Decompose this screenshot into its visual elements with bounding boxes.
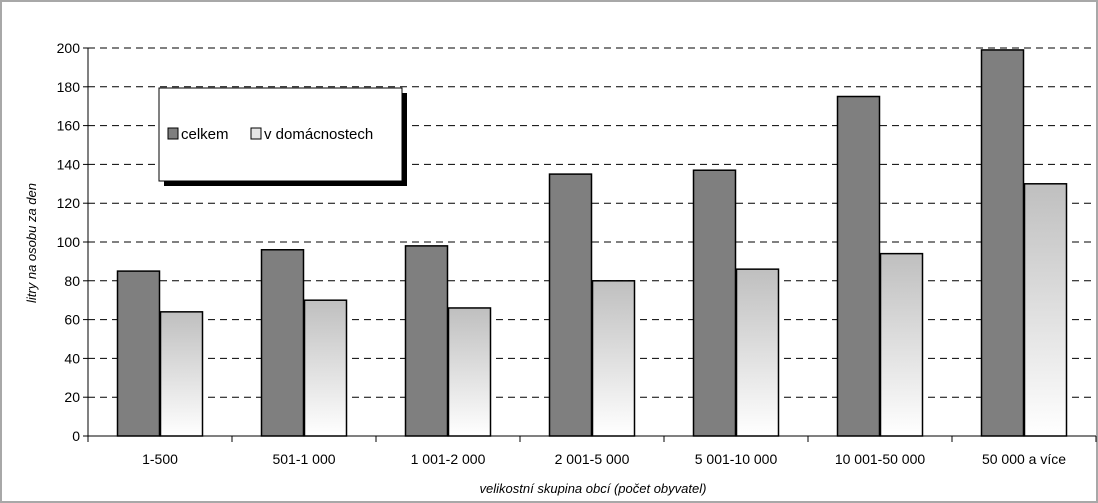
bar-v-domácnostech-5 <box>879 252 924 437</box>
y-tick-label: 160 <box>57 118 81 134</box>
bar-celkem-5 <box>836 95 881 437</box>
bar-celkem-1 <box>260 249 305 437</box>
x-axis-title: velikostní skupina obcí (počet obyvatel) <box>480 481 707 496</box>
bar-celkem-4 <box>692 169 737 437</box>
x-tick-label: 10 001-50 000 <box>835 451 926 467</box>
legend-label-v-domacnostech: v domácnostech <box>264 126 373 143</box>
bar-v-domácnostech-6 <box>1023 183 1068 437</box>
x-tick-label: 2 001-5 000 <box>555 451 630 467</box>
bar-v-domácnostech-3 <box>591 280 636 437</box>
bar-celkem-2 <box>404 245 449 437</box>
bar-celkem-6 <box>980 49 1025 437</box>
bar-v-domácnostech-0 <box>159 311 204 437</box>
x-tick-label: 1-500 <box>142 451 178 467</box>
bar-v-domácnostech-1 <box>303 299 348 437</box>
gridlines <box>88 47 1096 398</box>
y-tick-label: 0 <box>72 428 80 444</box>
y-tick-label: 120 <box>57 195 81 211</box>
x-tick-label: 50 000 a více <box>982 451 1066 467</box>
bar-celkem-3 <box>548 173 593 437</box>
x-tick-label: 1 001-2 000 <box>411 451 486 467</box>
legend: celkem v domácnostech <box>158 87 407 186</box>
y-tick-label: 40 <box>64 350 80 366</box>
y-tick-label: 100 <box>57 234 81 250</box>
y-tick-label: 20 <box>64 389 80 405</box>
bar-celkem-0 <box>116 270 161 437</box>
legend-box <box>158 87 403 182</box>
x-tick-label: 5 001-10 000 <box>695 451 778 467</box>
y-tick-label: 140 <box>57 156 81 172</box>
legend-label-celkem: celkem <box>181 126 229 143</box>
y-tick-label: 200 <box>57 40 81 56</box>
axis-labels: 0 20 40 60 80 100 120 140 160 180 200 1-500 501-1 00… <box>57 40 1067 467</box>
bar-v-domácnostech-4 <box>735 268 780 437</box>
bar-v-domácnostech-2 <box>447 307 492 437</box>
y-tick-label: 80 <box>64 273 80 289</box>
legend-swatch-v-domacnostech <box>250 127 262 140</box>
x-tick-label: 501-1 000 <box>272 451 335 467</box>
y-axis-title: litry na osobu za den <box>24 183 39 303</box>
y-tick-label: 180 <box>57 79 81 95</box>
y-tick-label: 60 <box>64 312 80 328</box>
bars <box>116 49 1068 437</box>
legend-swatch-celkem <box>167 127 179 140</box>
